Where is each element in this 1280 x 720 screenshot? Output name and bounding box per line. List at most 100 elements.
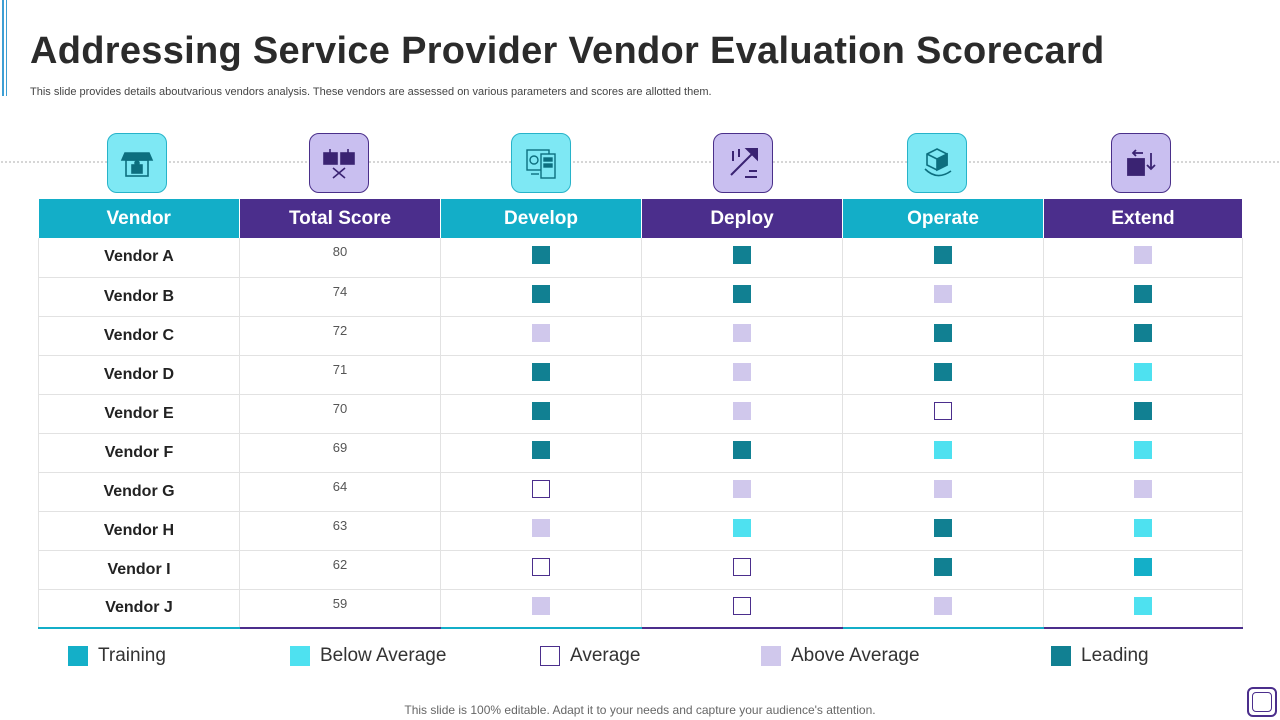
rating-cell	[440, 511, 642, 551]
legend-training: Training	[68, 645, 166, 667]
vendor-name-cell: Vendor G	[38, 472, 240, 512]
rating-leading-swatch	[1134, 285, 1152, 304]
accent-line	[2, 0, 4, 96]
total-score-cell: 70	[239, 394, 441, 434]
rating-below-swatch	[1134, 597, 1152, 616]
legend-below-average: Below Average	[290, 645, 446, 667]
rating-above-swatch	[733, 324, 751, 343]
vendor-name-cell: Vendor A	[38, 238, 240, 278]
vendor-name-cell: Vendor H	[38, 511, 240, 551]
vendor-name-cell: Vendor F	[38, 433, 240, 473]
page-title: Addressing Service Provider Vendor Evalu…	[30, 30, 1105, 72]
rating-cell	[842, 589, 1044, 629]
table-row: Vendor B 74	[38, 277, 1243, 317]
rating-above-swatch	[934, 480, 952, 499]
table-row: Vendor E 70	[38, 394, 1243, 434]
rating-leading-swatch	[733, 246, 751, 265]
rating-above-swatch	[532, 597, 550, 616]
rating-cell	[842, 238, 1044, 278]
rating-leading-swatch	[1134, 402, 1152, 421]
rating-above-swatch	[733, 480, 751, 499]
table-row: Vendor D 71	[38, 355, 1243, 395]
rating-average-swatch	[733, 558, 751, 577]
rating-leading-swatch	[934, 324, 952, 343]
vendor-name-cell: Vendor D	[38, 355, 240, 395]
table-row: Vendor J 59	[38, 589, 1243, 629]
rating-cell	[842, 433, 1044, 473]
rating-leading-swatch	[733, 441, 751, 460]
develop-devices-icon	[511, 133, 571, 193]
header-extend: Extend	[1043, 199, 1243, 238]
rating-cell	[440, 277, 642, 317]
total-score-cell: 62	[239, 550, 441, 590]
accent-line	[6, 0, 7, 96]
rating-training-swatch	[1134, 558, 1152, 577]
rating-above-swatch	[532, 519, 550, 538]
total-score-cell: 63	[239, 511, 441, 551]
rating-cell	[1043, 316, 1243, 356]
rating-below-swatch	[1134, 519, 1152, 538]
legend-label: Above Average	[791, 645, 920, 666]
page-subtitle: This slide provides details aboutvarious…	[30, 86, 712, 98]
footer-note: This slide is 100% editable. Adapt it to…	[404, 703, 876, 717]
total-score-cell: 71	[239, 355, 441, 395]
total-score-cell: 59	[239, 589, 441, 629]
table-row: Vendor I 62	[38, 550, 1243, 590]
rating-cell	[842, 511, 1044, 551]
legend-label: Below Average	[320, 645, 447, 666]
rating-below-swatch	[934, 441, 952, 460]
rating-cell	[842, 277, 1044, 317]
legend-label: Leading	[1081, 645, 1149, 666]
rating-cell	[440, 394, 642, 434]
table-header-row: Vendor Total Score Develop Deploy Operat…	[38, 199, 1243, 238]
rating-above-swatch	[532, 324, 550, 343]
vendor-name-cell: Vendor C	[38, 316, 240, 356]
rating-cell	[1043, 472, 1243, 512]
header-develop: Develop	[440, 199, 642, 238]
legend-label: Average	[570, 645, 641, 666]
scoreboard-icon	[309, 133, 369, 193]
vendor-name-cell: Vendor I	[38, 550, 240, 590]
total-score-cell: 64	[239, 472, 441, 512]
rating-below-swatch	[1134, 363, 1152, 382]
total-score-cell: 80	[239, 238, 441, 278]
rating-cell	[641, 277, 843, 317]
rating-cell	[641, 589, 843, 629]
rating-above-swatch	[934, 285, 952, 304]
left-accent-bar	[0, 0, 8, 96]
rating-cell	[440, 238, 642, 278]
legend-above-average: Above Average	[761, 645, 920, 667]
corner-frame-icon	[1247, 687, 1277, 717]
rating-cell	[641, 511, 843, 551]
rating-above-swatch	[733, 363, 751, 382]
rating-leading-swatch	[934, 519, 952, 538]
rating-leading-swatch	[733, 285, 751, 304]
average-swatch	[540, 646, 560, 666]
leading-swatch	[1051, 646, 1071, 666]
table-row: Vendor A 80	[38, 238, 1243, 278]
rating-cell	[842, 316, 1044, 356]
vendor-name-cell: Vendor J	[38, 589, 240, 629]
rating-cell	[440, 355, 642, 395]
rating-leading-swatch	[934, 558, 952, 577]
rating-below-swatch	[1134, 441, 1152, 460]
rating-cell	[641, 394, 843, 434]
rating-cell	[641, 472, 843, 512]
rating-cell	[842, 472, 1044, 512]
rating-cell	[842, 550, 1044, 590]
rating-leading-swatch	[532, 402, 550, 421]
rating-leading-swatch	[1134, 324, 1152, 343]
rating-leading-swatch	[532, 285, 550, 304]
rating-cell	[641, 238, 843, 278]
rating-cell	[641, 433, 843, 473]
rating-average-swatch	[532, 558, 550, 577]
rating-cell	[842, 355, 1044, 395]
vendor-scorecard-table: Vendor Total Score Develop Deploy Operat…	[38, 199, 1243, 629]
legend-label: Training	[98, 645, 166, 666]
rating-cell	[1043, 433, 1243, 473]
rating-average-swatch	[934, 402, 952, 421]
table-row: Vendor G 64	[38, 472, 1243, 512]
total-score-cell: 74	[239, 277, 441, 317]
rating-cell	[641, 316, 843, 356]
extend-arrow-icon	[1111, 133, 1171, 193]
